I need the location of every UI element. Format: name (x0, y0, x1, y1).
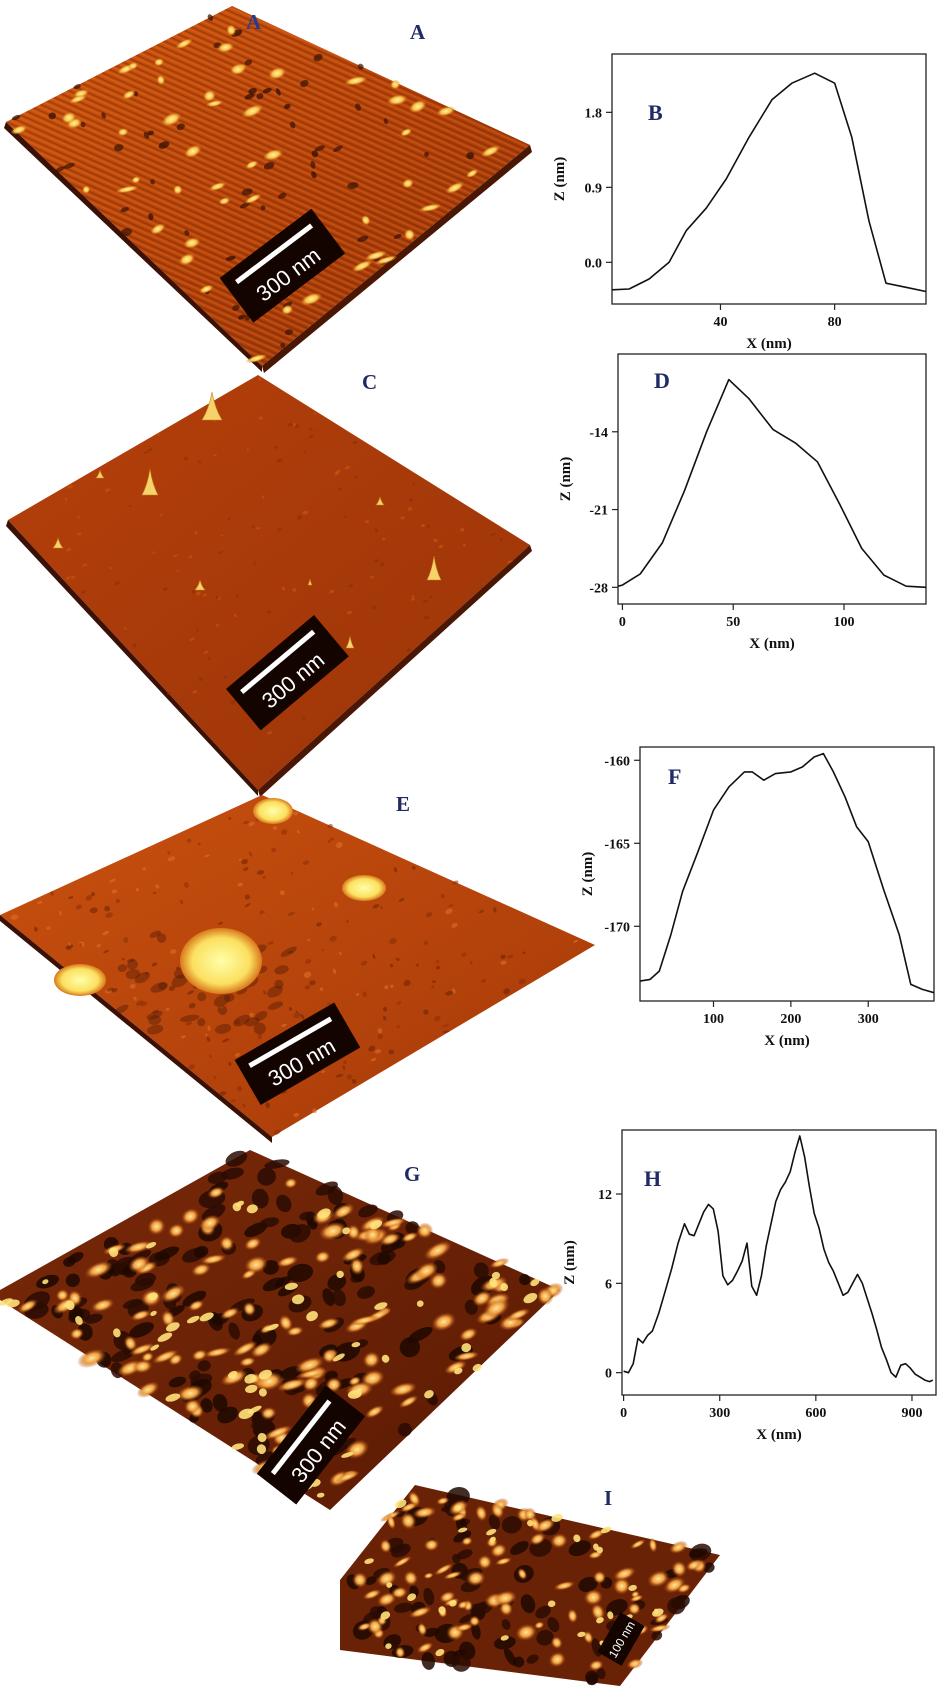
x-tick-label: 200 (780, 1012, 801, 1027)
plot-frame (639, 746, 935, 1002)
plot-frame (611, 53, 927, 305)
x-tick-label: 300 (858, 1012, 879, 1027)
y-tick-label: -160 (604, 754, 630, 769)
profile-line (611, 72, 927, 293)
y-tick-label: 12 (598, 1188, 612, 1203)
panel-a-label-small: A (246, 10, 262, 34)
y-tick-label: -21 (589, 504, 608, 519)
x-axis-label: X (nm) (764, 1033, 809, 1049)
y-tick-label: -28 (589, 581, 608, 596)
x-axis-label: X (nm) (746, 336, 791, 352)
y-tick-label: 0.0 (585, 256, 603, 271)
y-tick-label: 0.9 (585, 181, 603, 196)
panel-i-label: I (604, 1486, 613, 1510)
x-tick-label: 100 (834, 615, 855, 630)
chart-panel-label: D (654, 368, 670, 393)
profile-line (623, 1135, 934, 1383)
x-tick-label: 900 (901, 1406, 922, 1421)
x-tick-label: 600 (805, 1406, 826, 1421)
profile-line (617, 378, 927, 589)
chart-panel-label: B (648, 100, 663, 125)
x-axis-label: X (nm) (749, 636, 794, 652)
y-tick-label: -14 (589, 426, 608, 441)
x-axis-label: X (nm) (756, 1427, 801, 1443)
y-axis-label: Z (nm) (552, 157, 568, 202)
x-tick-label: 0 (619, 615, 626, 630)
chart-h: 0 300 600 900 0 6 12 X (nm) Z (nm) H (562, 1129, 937, 1443)
y-axis-label: Z (nm) (580, 852, 596, 897)
x-tick-label: 50 (726, 615, 740, 630)
profile-line (639, 752, 935, 994)
chart-b: 40 80 0.0 0.9 1.8 X (nm) Z (nm) B (552, 53, 927, 352)
y-tick-label: 6 (605, 1277, 612, 1292)
x-tick-label: 0 (620, 1406, 627, 1421)
panel-a-label: A (410, 20, 426, 44)
y-tick-label: -165 (604, 837, 630, 852)
x-tick-label: 40 (713, 315, 727, 330)
y-tick-label: 0 (605, 1367, 612, 1382)
panel-e-label: E (396, 792, 411, 816)
x-tick-label: 300 (709, 1406, 730, 1421)
plot-frame (621, 1129, 937, 1396)
chart-f: 100 200 300 -170 -165 -160 X (nm) Z (nm) F (580, 746, 935, 1049)
x-tick-label: 80 (828, 315, 842, 330)
plot-frame (617, 353, 927, 605)
panel-g-label: G (404, 1162, 421, 1186)
chart-panel-label: F (668, 764, 681, 789)
x-tick-label: 100 (703, 1012, 724, 1027)
y-tick-label: -170 (604, 920, 630, 935)
chart-d: 0 50 100 -28 -21 -14 X (nm) Z (nm) D (558, 353, 927, 652)
chart-panel-label: H (644, 1166, 661, 1191)
y-axis-label: Z (nm) (558, 457, 574, 502)
panel-c-label: C (362, 370, 378, 394)
y-axis-label: Z (nm) (562, 1240, 578, 1285)
y-tick-label: 1.8 (585, 106, 603, 121)
